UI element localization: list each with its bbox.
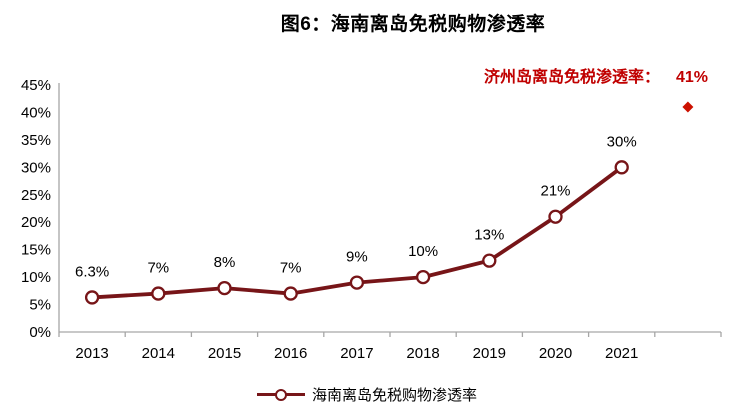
data-point-label: 10%: [408, 243, 438, 260]
data-point-marker: [217, 280, 232, 296]
legend-circle-icon: [274, 389, 287, 401]
y-tick-label: 45%: [21, 77, 51, 94]
data-point-label: 8%: [214, 254, 236, 271]
jeju-diamond-marker: [682, 101, 694, 113]
data-point-marker: [548, 209, 563, 224]
jeju-annotation-label: 济州岛离岛免税渗透率：: [483, 69, 660, 86]
x-tick-label: 2013: [75, 345, 108, 362]
data-point-marker: [283, 286, 298, 301]
x-tick-label: 2016: [274, 345, 307, 362]
data-point-label: 30%: [607, 133, 637, 150]
data-point-label: 7%: [280, 260, 302, 277]
data-point-marker: [482, 253, 497, 268]
data-point-label: 13%: [474, 227, 504, 244]
x-tick-label: 2021: [605, 345, 638, 362]
legend-label: 海南离岛免税购物渗透率: [311, 387, 477, 404]
y-tick-label: 25%: [21, 187, 51, 204]
x-tick-label: 2014: [142, 345, 175, 362]
chart-title: 图6：海南离岛免税购物渗透率: [280, 14, 546, 35]
x-tick-label: 2020: [539, 345, 572, 362]
data-point-marker: [84, 290, 100, 305]
y-tick-label: 10%: [21, 269, 51, 286]
data-point-marker: [151, 286, 166, 301]
legend-line-circle-icon: [256, 388, 305, 401]
y-tick-label: 40%: [21, 104, 51, 121]
y-tick-label: 35%: [21, 132, 51, 149]
y-tick-label: 15%: [21, 242, 51, 259]
data-point-label: 6.3%: [75, 263, 109, 280]
data-point-marker: [349, 275, 365, 290]
jeju-annotation: 济州岛离岛免税渗透率： 41%: [484, 63, 708, 87]
data-point-label: 9%: [346, 249, 368, 266]
data-point-label: 7%: [147, 260, 169, 277]
x-tick-label: 2017: [340, 345, 373, 362]
data-point-marker: [415, 269, 431, 285]
y-tick-label: 30%: [21, 159, 51, 176]
data-point-label: 21%: [540, 183, 570, 200]
chart-legend: 海南离岛免税购物渗透率: [0, 384, 734, 405]
y-tick-label: 20%: [21, 214, 51, 231]
data-point-marker: [614, 160, 629, 175]
x-tick-label: 2015: [208, 345, 241, 362]
x-tick-label: 2018: [406, 345, 439, 362]
x-tick-label: 2019: [473, 345, 506, 362]
y-tick-label: 0%: [29, 324, 51, 341]
jeju-annotation-value: 41%: [675, 69, 708, 86]
y-tick-label: 5%: [29, 297, 51, 314]
